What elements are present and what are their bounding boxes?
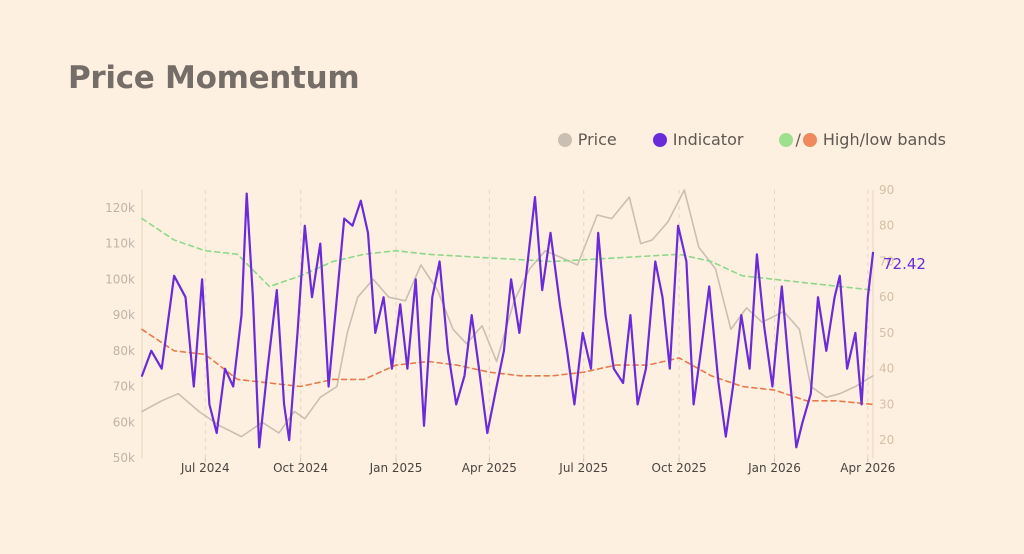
y-right-tick-label: 40 bbox=[879, 362, 894, 376]
chart-title: Price Momentum bbox=[68, 60, 360, 96]
legend-low-band-swatch bbox=[802, 132, 817, 147]
y-right-tick-label: 50 bbox=[879, 326, 894, 340]
y-right-tick-label: 80 bbox=[879, 219, 894, 233]
y-left-tick-label: 120k bbox=[105, 201, 135, 215]
y-right-tick-label: 70 bbox=[879, 254, 894, 268]
legend-indicator-label: Indicator bbox=[672, 130, 744, 149]
y-left-tick-label: 100k bbox=[105, 272, 135, 286]
x-tick-label: Apr 2026 bbox=[840, 461, 895, 475]
y-left-tick-label: 50k bbox=[113, 451, 135, 465]
x-tick-label: Jul 2024 bbox=[180, 461, 230, 475]
legend: Price Indicator / High/low bands bbox=[522, 130, 946, 149]
legend-bands-slash: / bbox=[795, 130, 801, 149]
y-right-tick-label: 90 bbox=[879, 183, 894, 197]
low-band-line bbox=[141, 328, 874, 406]
legend-bands-label: High/low bands bbox=[822, 130, 946, 149]
high-band-line bbox=[141, 217, 874, 291]
y-left-tick-label: 80k bbox=[113, 344, 135, 358]
y-right-tick-label: 60 bbox=[879, 290, 894, 304]
y-right-tick-label: 30 bbox=[879, 397, 894, 411]
x-tick-label: Jan 2026 bbox=[747, 461, 801, 475]
indicator-last-value-label: 72.42 bbox=[883, 255, 926, 273]
x-tick-label: Jan 2025 bbox=[369, 461, 423, 475]
legend-item-bands[interactable]: / High/low bands bbox=[779, 130, 946, 149]
legend-item-indicator[interactable]: Indicator bbox=[652, 130, 744, 149]
legend-indicator-swatch bbox=[652, 132, 667, 147]
x-tick-label: Oct 2024 bbox=[273, 461, 328, 475]
legend-price-swatch bbox=[557, 132, 572, 147]
x-tick-label: Apr 2025 bbox=[462, 461, 517, 475]
legend-item-price[interactable]: Price bbox=[557, 130, 617, 149]
y-left-tick-label: 110k bbox=[105, 237, 135, 251]
legend-price-label: Price bbox=[577, 130, 617, 149]
indicator-series-line bbox=[140, 192, 875, 449]
y-left-tick-label: 90k bbox=[113, 308, 135, 322]
legend-high-band-swatch bbox=[779, 132, 794, 147]
y-left-tick-label: 60k bbox=[113, 415, 135, 429]
y-left-tick-label: 70k bbox=[113, 380, 135, 394]
x-tick-label: Jul 2025 bbox=[558, 461, 608, 475]
y-right-tick-label: 20 bbox=[879, 433, 894, 447]
x-tick-label: Oct 2025 bbox=[652, 461, 707, 475]
